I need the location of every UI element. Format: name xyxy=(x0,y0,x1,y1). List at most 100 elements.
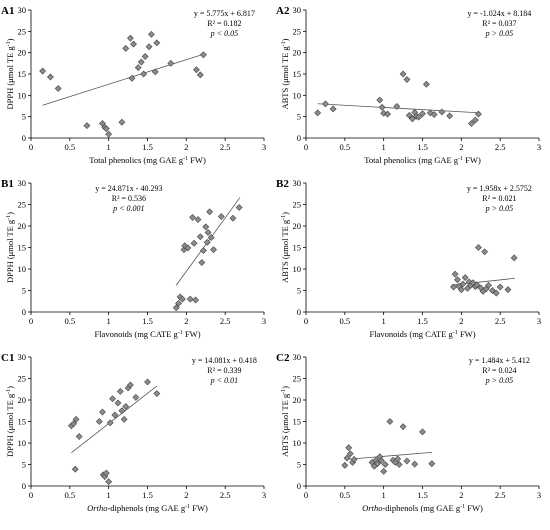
data-point xyxy=(329,105,337,113)
data-point xyxy=(105,130,113,138)
data-point xyxy=(419,110,426,118)
y-tick-label: 15 xyxy=(293,69,302,79)
data-point xyxy=(450,283,457,291)
y-tick-label: 30 xyxy=(18,5,27,15)
data-point xyxy=(376,96,384,104)
data-point xyxy=(137,58,145,66)
x-tick-label: 2 xyxy=(459,490,463,500)
x-axis-label-sup: -1 xyxy=(178,330,183,336)
x-axis-label-part: FW) xyxy=(183,329,201,339)
y-axis-label-sup: -1 xyxy=(6,215,12,220)
y-tick-label: 30 xyxy=(293,352,302,362)
panel-label: A2 xyxy=(276,5,290,17)
data-point xyxy=(192,296,200,304)
data-point xyxy=(106,419,114,427)
x-tick-label: 3 xyxy=(537,316,541,326)
y-tick-label: 25 xyxy=(18,200,27,210)
x-tick-label: 3 xyxy=(262,490,266,500)
panel-c2: C2 0 5 10 15 20 25 30 0 0.5 1 1.5 2 2.5 3 Ortho-dipheno… xyxy=(276,352,541,513)
x-axis-label-part: Total phenolics (mg GAE g xyxy=(89,155,184,165)
x-axis-label-part: FW) xyxy=(465,503,483,513)
panel-c1: C1 0 5 10 15 20 25 30 0 0.5 1 1.5 2 2.5 3 Ortho-dipheno… xyxy=(1,352,266,513)
x-tick-label: 1 xyxy=(107,490,111,500)
x-tick-label: 0.5 xyxy=(340,142,351,152)
x-axis-label-part: FW) xyxy=(458,329,476,339)
x-tick-label: 0.5 xyxy=(65,490,76,500)
data-point xyxy=(343,454,351,462)
r-squared: R² = 0.037 xyxy=(482,19,516,28)
data-point xyxy=(105,478,113,486)
p-value: p < 0.01 xyxy=(210,376,238,385)
data-point xyxy=(202,223,210,231)
data-point xyxy=(199,51,207,59)
x-axis-label-part: FW) xyxy=(190,503,208,513)
data-point xyxy=(196,233,204,241)
y-tick-label: 5 xyxy=(22,460,26,470)
y-tick-label: 0 xyxy=(22,307,26,317)
data-point xyxy=(217,213,225,220)
data-point xyxy=(210,246,217,254)
trendline xyxy=(344,451,432,460)
x-tick-label: 3 xyxy=(537,490,541,500)
panel-label: C2 xyxy=(276,352,290,364)
p-value: p > 0.05 xyxy=(485,29,513,38)
x-tick-label: 2.5 xyxy=(220,490,231,500)
y-tick-label: 5 xyxy=(22,286,26,296)
data-point xyxy=(132,393,140,401)
y-tick-label: 0 xyxy=(22,481,26,491)
y-tick-label: 5 xyxy=(297,112,301,122)
x-tick-label: 1 xyxy=(382,490,386,500)
y-tick-label: 20 xyxy=(18,221,27,231)
y-tick-label: 30 xyxy=(18,352,27,362)
data-point xyxy=(140,70,148,78)
data-point xyxy=(411,460,419,468)
y-tick-label: 25 xyxy=(18,26,27,36)
y-tick-label: 20 xyxy=(18,48,27,58)
y-tick-label: 15 xyxy=(293,417,302,427)
y-tick-label: 25 xyxy=(293,200,302,210)
y-axis-label-part: DPPH (μmol TE g xyxy=(5,46,15,110)
y-axis-label-sup: -1 xyxy=(6,41,12,46)
y-tick-label: 5 xyxy=(297,460,301,470)
y-axis-label: DPPH (μmol TE g-1) xyxy=(5,38,15,109)
data-point xyxy=(71,465,79,473)
data-point xyxy=(118,118,126,126)
x-tick-label: 0 xyxy=(304,142,308,152)
y-axis-label-part: ) xyxy=(280,38,290,41)
data-point xyxy=(207,234,215,242)
data-point xyxy=(481,248,489,256)
y-axis-label: ABTS (μmol TE g-1) xyxy=(280,386,290,457)
regression-equation: y = 14.081x + 0.418 xyxy=(192,356,257,365)
data-point xyxy=(384,110,391,118)
data-point xyxy=(428,460,436,468)
r-squared: R² = 0.339 xyxy=(207,366,241,375)
data-point xyxy=(95,418,103,425)
x-tick-label: 3 xyxy=(537,142,541,152)
x-tick-label: 0.5 xyxy=(65,142,76,152)
data-point xyxy=(153,39,161,47)
data-point xyxy=(102,469,110,477)
y-axis-label-sup: -1 xyxy=(281,389,287,394)
data-point xyxy=(189,213,196,221)
x-axis-label-sup: -1 xyxy=(460,504,465,510)
y-tick-label: 0 xyxy=(297,307,301,317)
x-axis-label-part: Ortho xyxy=(87,503,107,513)
x-axis-label-sup: -1 xyxy=(458,156,463,162)
data-point xyxy=(488,287,496,294)
x-axis-label: Ortho-diphenols (mg GAE g-1 FW) xyxy=(362,503,483,513)
y-tick-label: 0 xyxy=(297,133,301,143)
data-point xyxy=(229,214,237,222)
y-axis-label-part: ABTS (μmol TE g xyxy=(280,46,290,110)
data-point xyxy=(504,286,512,294)
data-point xyxy=(198,259,206,266)
data-point xyxy=(474,244,482,251)
x-tick-label: 0 xyxy=(304,490,308,500)
x-axis-label-part: FW) xyxy=(463,155,481,165)
x-axis-label: Ortho-diphenols (mg GAE g-1 FW) xyxy=(87,503,208,513)
data-point xyxy=(83,122,91,130)
data-point xyxy=(109,395,116,403)
data-point xyxy=(419,428,426,436)
data-point xyxy=(54,85,62,92)
x-axis-label: Total phenolics (mg GAE g-1 FW) xyxy=(89,155,206,165)
x-tick-label: 2.5 xyxy=(495,142,506,152)
